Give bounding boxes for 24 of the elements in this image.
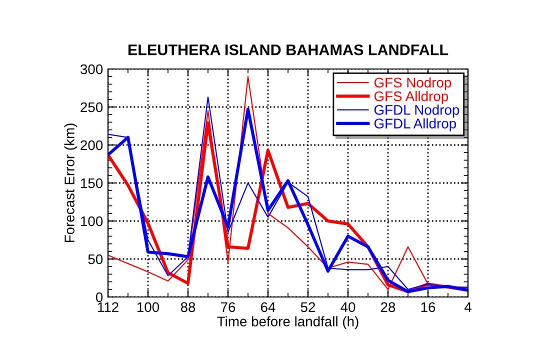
y-tick-label: 300 [80, 64, 103, 74]
legend-label: GFS Alldrop [374, 90, 448, 104]
y-tick-label: 100 [81, 216, 103, 226]
y-tick-label: 200 [80, 140, 103, 150]
legend-label: GFS Nodrop [374, 77, 452, 90]
x-tick-label: 88 [180, 302, 196, 312]
y-tick-label: 50 [88, 254, 103, 264]
y-tick-label: 250 [80, 102, 103, 112]
x-tick-label: 4 [464, 302, 472, 312]
x-tick-label: 76 [220, 302, 236, 312]
x-tick-label: 100 [137, 302, 160, 312]
y-tick-label: 150 [81, 178, 103, 188]
x-axis-title: Time before landfall (h) [217, 316, 358, 330]
legend-label: GFDL Alldrop [374, 118, 456, 132]
x-tick-label: 112 [98, 302, 118, 312]
y-tick-label: 0 [96, 292, 103, 302]
chart-title: ELEUTHERA ISLAND BAHAMAS LANDFALL [128, 44, 448, 56]
x-tick-label: 40 [340, 302, 356, 312]
x-tick-label: 28 [380, 302, 396, 312]
x-tick-label: 16 [421, 302, 436, 312]
legend-label: GFDL Nodrop [374, 104, 460, 118]
x-tick-label: 52 [300, 302, 316, 312]
x-tick-label: 64 [260, 302, 276, 312]
y-axis-title: Forecast Error (km) [64, 124, 78, 242]
